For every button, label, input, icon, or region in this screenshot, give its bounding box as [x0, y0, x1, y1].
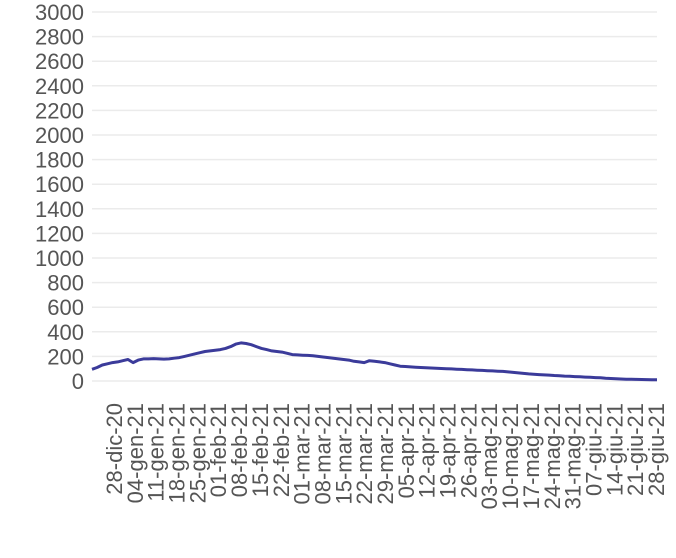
- y-tick-label: 2400: [35, 74, 84, 99]
- x-tick-label: 19-apr-21: [436, 403, 461, 498]
- y-tick-label: 2200: [35, 98, 84, 123]
- x-tick-label: 29-mar-21: [373, 403, 398, 504]
- y-tick-label: 400: [47, 320, 84, 345]
- x-tick-label: 17-mag-21: [519, 403, 544, 509]
- y-tick-label: 200: [47, 344, 84, 369]
- x-tick-label: 01-feb-21: [206, 403, 231, 497]
- y-tick-label: 1600: [35, 172, 84, 197]
- x-tick-label: 01-mar-21: [290, 403, 315, 504]
- y-tick-label: 1400: [35, 197, 84, 222]
- y-tick-label: 0: [72, 369, 84, 394]
- x-tick-label: 24-mag-21: [540, 403, 565, 509]
- x-tick-label: 12-apr-21: [415, 403, 440, 498]
- y-tick-label: 2000: [35, 123, 84, 148]
- x-tick-label: 15-feb-21: [248, 403, 273, 497]
- x-tick-label: 18-gen-21: [165, 403, 190, 503]
- x-tick-label: 25-gen-21: [185, 403, 210, 503]
- x-tick-label: 07-giu-21: [582, 403, 607, 496]
- y-axis-tick-labels: 0200400600800100012001400160018002000220…: [35, 0, 84, 394]
- x-tick-label: 21-giu-21: [623, 403, 648, 496]
- x-tick-label: 26-apr-21: [456, 403, 481, 498]
- y-tick-label: 2600: [35, 49, 84, 74]
- x-tick-label: 05-apr-21: [394, 403, 419, 498]
- x-tick-label: 14-giu-21: [602, 403, 627, 496]
- x-tick-label: 11-gen-21: [144, 403, 169, 502]
- x-tick-label: 22-mar-21: [352, 403, 377, 504]
- series-line: [91, 341, 657, 382]
- x-tick-label: 15-mar-21: [331, 403, 356, 504]
- x-tick-label: 03-mag-21: [477, 403, 502, 509]
- y-tick-label: 1200: [35, 221, 84, 246]
- x-tick-label: 28-dic-20: [102, 403, 127, 495]
- y-tick-label: 2800: [35, 25, 84, 50]
- y-tick-label: 3000: [35, 0, 84, 25]
- y-tick-label: 1000: [35, 246, 84, 271]
- series-layer: [91, 341, 657, 382]
- grid-lines: [92, 11, 657, 382]
- x-tick-label: 08-feb-21: [227, 403, 252, 497]
- x-tick-label: 28-giu-21: [644, 403, 669, 496]
- x-tick-label: 10-mag-21: [498, 403, 523, 509]
- x-tick-label: 31-mag-21: [561, 403, 586, 509]
- y-tick-label: 600: [47, 295, 84, 320]
- x-tick-label: 04-gen-21: [123, 403, 148, 503]
- x-tick-label: 22-feb-21: [269, 403, 294, 497]
- y-tick-label: 1800: [35, 148, 84, 173]
- x-tick-label: 08-mar-21: [311, 403, 336, 504]
- y-tick-label: 800: [47, 271, 84, 296]
- x-axis-tick-labels: 28-dic-2004-gen-2111-gen-2118-gen-2125-g…: [102, 403, 669, 509]
